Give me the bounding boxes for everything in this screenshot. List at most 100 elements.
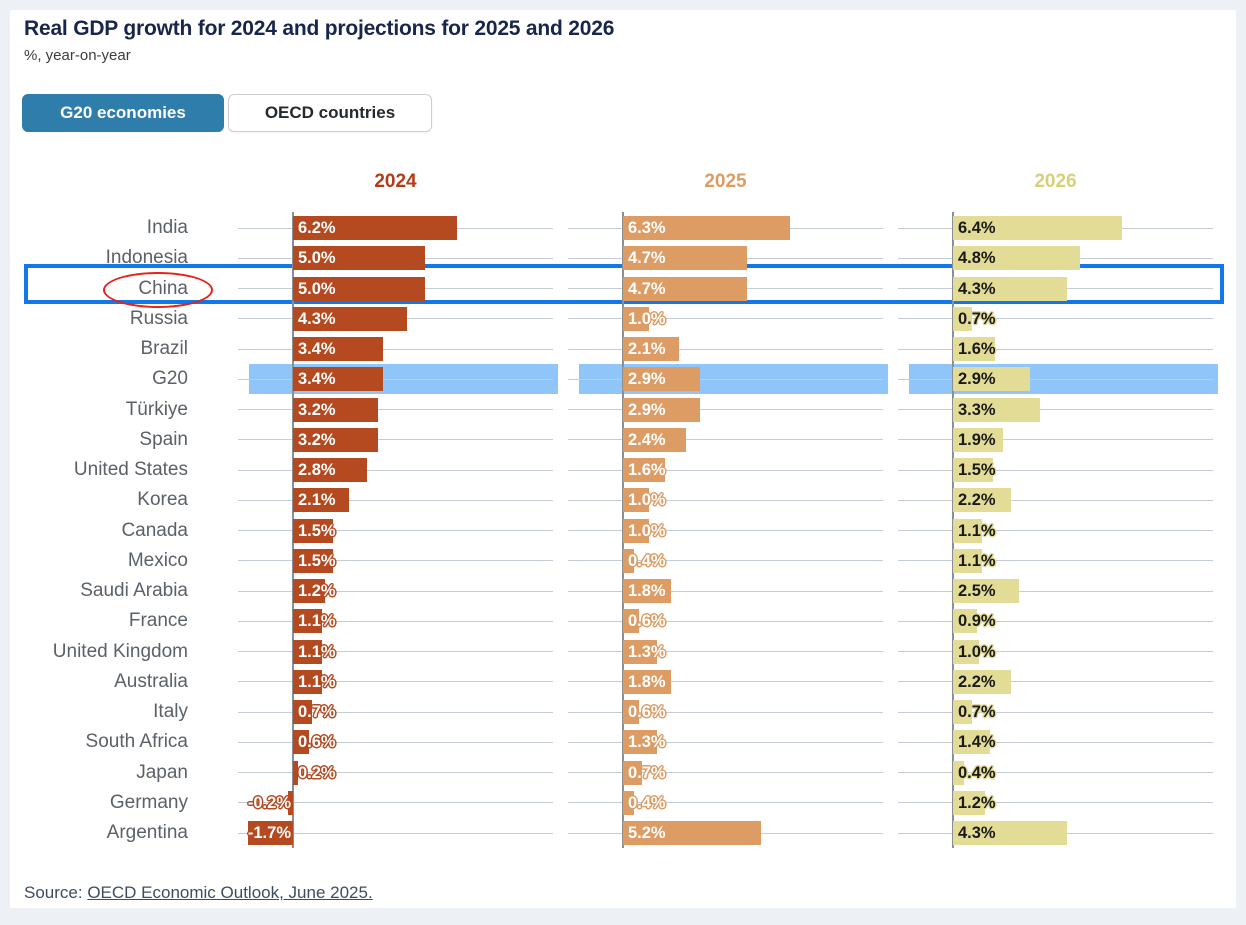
- bar-russia-2026[interactable]: [953, 306, 972, 331]
- bar-united-kingdom-2025[interactable]: [623, 639, 658, 664]
- row-label-saudi-arabia: Saudi Arabia: [80, 580, 188, 601]
- bar-korea-2026[interactable]: [953, 488, 1012, 513]
- row-label-indonesia: Indonesia: [105, 247, 188, 269]
- bar-saudi-arabia-2026[interactable]: [953, 579, 1020, 603]
- bar-italy-2025[interactable]: [623, 700, 639, 724]
- bar-argentina-2026[interactable]: [953, 821, 1067, 845]
- bar-canada-2026[interactable]: [953, 518, 983, 543]
- bar-mexico-2026[interactable]: [953, 548, 983, 573]
- bar-g20-2026[interactable]: [953, 367, 1030, 392]
- bar-germany-2026[interactable]: [953, 790, 985, 815]
- row-label-brazil: Brazil: [140, 338, 188, 359]
- bar-spain-2026[interactable]: [953, 427, 1004, 452]
- bar-france-2025[interactable]: [623, 609, 639, 634]
- gridline: [898, 802, 1213, 804]
- bar-value-label: 1.1%: [958, 551, 996, 570]
- bar-value-label: 1.1%: [298, 612, 336, 631]
- bar-value-label: 5.0%: [298, 249, 336, 268]
- tab-oecd-countries[interactable]: OECD countries: [228, 94, 432, 132]
- gridline: [568, 560, 883, 562]
- bar-united-states-2025[interactable]: [623, 458, 666, 482]
- bar-india-2025[interactable]: [623, 216, 790, 240]
- bar-value-label: 0.4%: [958, 763, 996, 782]
- china-circle-annotation: [103, 272, 213, 308]
- bar-value-label: 1.5%: [958, 461, 996, 479]
- bar-china-2024[interactable]: [293, 276, 426, 301]
- bar-united-states-2026[interactable]: [953, 458, 993, 482]
- bar-australia-2025[interactable]: [623, 669, 671, 694]
- tab-g20-economies[interactable]: G20 economies: [22, 94, 224, 132]
- gridline: [238, 560, 553, 562]
- bar-south-africa-2025[interactable]: [623, 730, 658, 755]
- gridline: [898, 651, 1213, 652]
- bar-italy-2024[interactable]: [293, 700, 312, 724]
- bar-value-label: 0.9%: [958, 612, 996, 631]
- bar-germany-2024[interactable]: [287, 790, 293, 815]
- bar-brazil-2025[interactable]: [623, 337, 679, 361]
- gridline: [898, 772, 1213, 773]
- bar-mexico-2024[interactable]: [293, 548, 333, 573]
- bar-indonesia-2026[interactable]: [953, 246, 1080, 271]
- row-label-south-africa: South Africa: [85, 731, 188, 753]
- gridline: [568, 711, 883, 713]
- bar-g20-2024[interactable]: [293, 367, 383, 392]
- gridline: [238, 499, 553, 501]
- bar-g20-2025[interactable]: [623, 367, 700, 392]
- gridline: [238, 620, 553, 622]
- bar-indonesia-2024[interactable]: [293, 246, 426, 271]
- bar-value-label: 1.3%: [628, 733, 666, 752]
- bar-spain-2024[interactable]: [293, 427, 378, 452]
- bar-south-africa-2024[interactable]: [293, 730, 309, 755]
- gridline: [898, 681, 1213, 683]
- bar-canada-2025[interactable]: [623, 518, 650, 543]
- bar-türkiye-2024[interactable]: [293, 397, 378, 422]
- gridline: [568, 651, 883, 652]
- source-link[interactable]: OECD Economic Outlook, June 2025.: [87, 883, 373, 902]
- gridline: [898, 530, 1213, 531]
- bar-value-label: 0.4%: [628, 551, 666, 570]
- bar-russia-2025[interactable]: [623, 306, 650, 331]
- bar-russia-2024[interactable]: [293, 306, 407, 331]
- bar-argentina-2025[interactable]: [623, 821, 761, 845]
- bar-australia-2024[interactable]: [293, 669, 323, 694]
- gridline: [898, 469, 1213, 471]
- gridline: [238, 802, 553, 804]
- bar-mexico-2025[interactable]: [623, 548, 634, 573]
- bar-united-states-2024[interactable]: [293, 458, 368, 482]
- gridline: [568, 590, 883, 592]
- bar-brazil-2024[interactable]: [293, 337, 383, 361]
- bar-value-label: 3.2%: [298, 430, 336, 449]
- bar-brazil-2026[interactable]: [953, 337, 996, 361]
- bar-value-label: 1.9%: [958, 430, 996, 449]
- bar-france-2026[interactable]: [953, 609, 977, 634]
- bar-saudi-arabia-2024[interactable]: [293, 579, 325, 603]
- bar-france-2024[interactable]: [293, 609, 323, 634]
- bar-türkiye-2025[interactable]: [623, 397, 700, 422]
- bar-south-africa-2026[interactable]: [953, 730, 991, 755]
- bar-saudi-arabia-2025[interactable]: [623, 579, 671, 603]
- gridline: [568, 409, 883, 410]
- bar-australia-2026[interactable]: [953, 669, 1012, 694]
- bar-indonesia-2025[interactable]: [623, 246, 748, 271]
- bar-value-label: 6.2%: [298, 219, 336, 237]
- bar-china-2026[interactable]: [953, 276, 1067, 301]
- row-label-argentina: Argentina: [106, 822, 188, 843]
- bar-canada-2024[interactable]: [293, 518, 333, 543]
- bar-value-label: 1.0%: [628, 521, 666, 540]
- bar-china-2025[interactable]: [623, 276, 748, 301]
- bar-japan-2024[interactable]: [293, 760, 299, 785]
- bar-argentina-2024[interactable]: [248, 821, 293, 845]
- bar-korea-2024[interactable]: [293, 488, 349, 513]
- bar-spain-2025[interactable]: [623, 427, 687, 452]
- row-label-india: India: [146, 217, 188, 238]
- bar-japan-2026[interactable]: [953, 760, 964, 785]
- bar-united-kingdom-2026[interactable]: [953, 639, 980, 664]
- bar-italy-2026[interactable]: [953, 700, 972, 724]
- bar-india-2024[interactable]: [293, 216, 457, 240]
- bar-united-kingdom-2024[interactable]: [293, 639, 323, 664]
- bar-india-2026[interactable]: [953, 216, 1123, 240]
- bar-türkiye-2026[interactable]: [953, 397, 1041, 422]
- bar-germany-2025[interactable]: [623, 790, 634, 815]
- bar-korea-2025[interactable]: [623, 488, 650, 513]
- bar-japan-2025[interactable]: [623, 760, 642, 785]
